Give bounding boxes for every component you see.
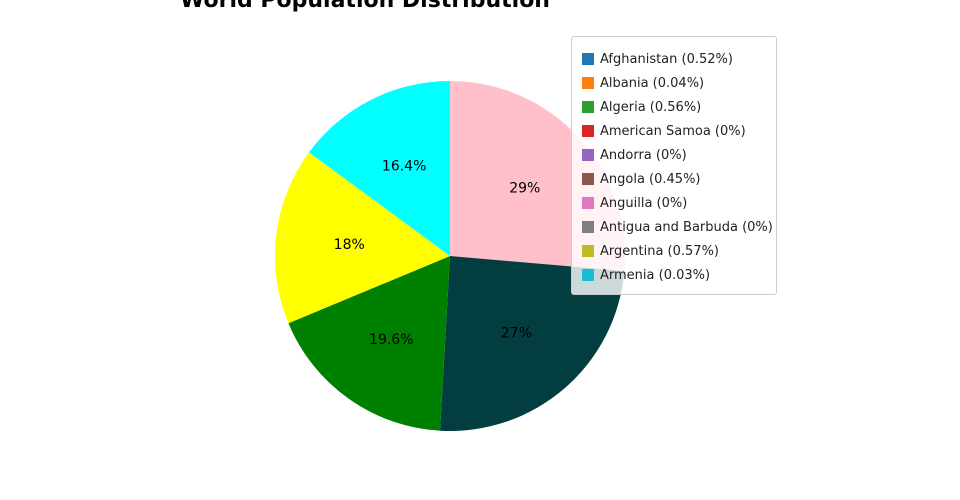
legend-swatch bbox=[582, 77, 594, 89]
legend-item[interactable]: Afghanistan (0.52%) bbox=[582, 47, 776, 71]
legend-label: Anguilla (0%) bbox=[600, 195, 688, 211]
slice-label: 29% bbox=[509, 180, 540, 196]
slice-label: 27% bbox=[501, 326, 532, 342]
legend-label: American Samoa (0%) bbox=[600, 123, 746, 139]
chart-title: World Population Distribution bbox=[180, 0, 550, 13]
legend-swatch bbox=[582, 125, 594, 137]
legend-label: Albania (0.04%) bbox=[600, 75, 705, 91]
pie-slice[interactable] bbox=[288, 256, 450, 431]
slice-label: 16.4% bbox=[382, 158, 426, 174]
legend-item[interactable]: Angola (0.45%) bbox=[582, 167, 776, 191]
legend-item[interactable]: Anguilla (0%) bbox=[582, 191, 776, 215]
legend-item[interactable]: Andorra (0%) bbox=[582, 143, 776, 167]
legend-label: Armenia (0.03%) bbox=[600, 267, 711, 283]
legend-label: Argentina (0.57%) bbox=[600, 243, 719, 259]
legend-swatch bbox=[582, 173, 594, 185]
legend-swatch bbox=[582, 149, 594, 161]
legend-item[interactable]: Armenia (0.03%) bbox=[582, 263, 776, 287]
slice-label: 18% bbox=[334, 237, 365, 253]
legend-swatch bbox=[582, 53, 594, 65]
pie-slice[interactable] bbox=[440, 256, 625, 432]
legend-swatch bbox=[582, 245, 594, 257]
legend-label: Andorra (0%) bbox=[600, 147, 687, 163]
legend: Afghanistan (0.52%) Albania (0.04%) Algeri… bbox=[571, 36, 777, 295]
legend-swatch bbox=[582, 221, 594, 233]
pie-slice[interactable] bbox=[309, 81, 450, 256]
legend-label: Antigua and Barbuda (0%) bbox=[600, 219, 773, 235]
slice-label: 19.6% bbox=[369, 332, 413, 348]
legend-swatch bbox=[582, 197, 594, 209]
legend-label: Afghanistan (0.52%) bbox=[600, 51, 733, 67]
legend-item[interactable]: Albania (0.04%) bbox=[582, 71, 776, 95]
legend-swatch bbox=[582, 269, 594, 281]
legend-item[interactable]: American Samoa (0%) bbox=[582, 119, 776, 143]
pie-slice[interactable] bbox=[274, 152, 450, 324]
legend-item[interactable]: Argentina (0.57%) bbox=[582, 239, 776, 263]
legend-label: Algeria (0.56%) bbox=[600, 99, 702, 115]
legend-label: Angola (0.45%) bbox=[600, 171, 701, 187]
legend-swatch bbox=[582, 101, 594, 113]
legend-item[interactable]: Antigua and Barbuda (0%) bbox=[582, 215, 776, 239]
legend-item[interactable]: Algeria (0.56%) bbox=[582, 95, 776, 119]
